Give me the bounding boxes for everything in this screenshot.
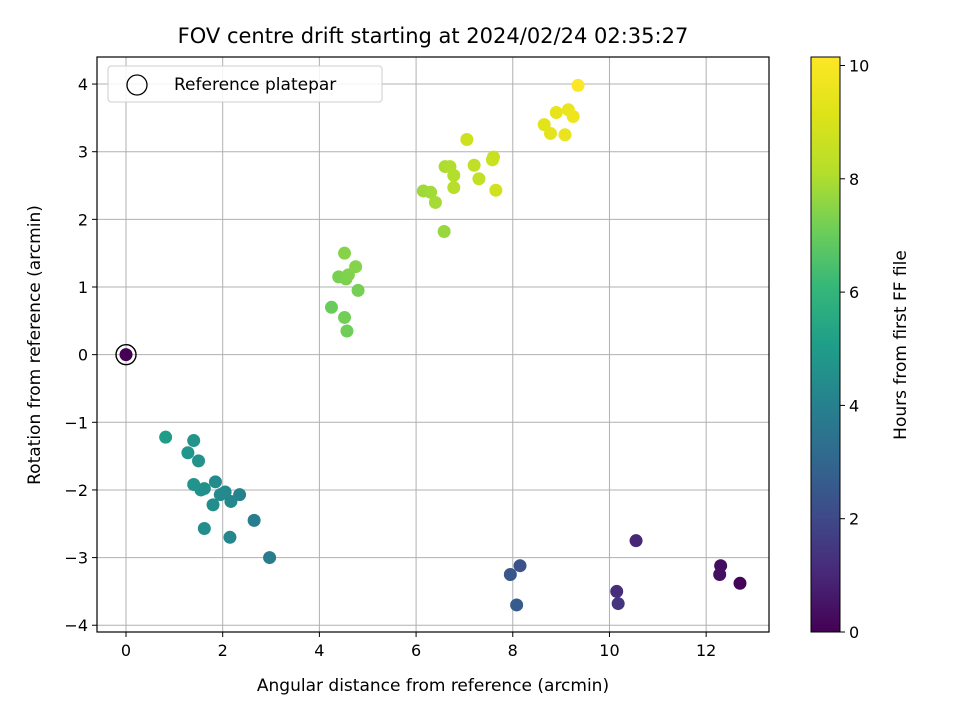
- data-point: [571, 78, 585, 92]
- x-tick-label: 0: [121, 641, 131, 660]
- plot-frame: [96, 56, 770, 633]
- colorbar-gradient: [810, 56, 841, 633]
- data-point: [733, 576, 747, 590]
- legend-label: Reference platepar: [174, 75, 336, 95]
- data-point: [338, 310, 352, 324]
- y-tick-label: 1: [78, 278, 88, 297]
- data-point: [206, 498, 220, 512]
- colorbar-tick-label: 8: [849, 170, 859, 189]
- colorbar-ticks: 0 2 4 6 8 10: [840, 56, 869, 642]
- data-point: [181, 446, 195, 460]
- data-point: [197, 522, 211, 535]
- data-point: [610, 584, 624, 598]
- grid-lines: [97, 57, 769, 632]
- y-tick-label: −4: [64, 616, 88, 635]
- data-point: [713, 568, 727, 581]
- y-tick-label: −1: [64, 413, 88, 432]
- colorbar-title: Hours from first FF file: [891, 250, 911, 440]
- data-point: [489, 183, 503, 197]
- data-point: [513, 559, 527, 573]
- data-point: [428, 195, 442, 209]
- data-point: [208, 475, 222, 489]
- data-point: [447, 181, 461, 195]
- data-point: [611, 597, 625, 611]
- x-tick-label: 8: [508, 641, 518, 660]
- x-tick-label: 12: [696, 641, 716, 660]
- data-point: [338, 246, 352, 260]
- data-point: [263, 551, 277, 565]
- colorbar-tick-label: 2: [849, 510, 859, 529]
- legend-box: [107, 65, 383, 103]
- x-axis-title: Angular distance from reference (arcmin): [257, 676, 609, 696]
- chart-title: FOV centre drift starting at 2024/02/24 …: [178, 24, 689, 48]
- data-point: [437, 225, 451, 239]
- x-tick-label: 4: [314, 641, 324, 660]
- data-point: [351, 283, 365, 297]
- colorbar-tick-label: 10: [849, 56, 869, 75]
- data-point: [629, 534, 643, 548]
- y-tick-label: 4: [78, 75, 88, 94]
- data-point: [224, 494, 238, 508]
- data-point: [503, 568, 517, 581]
- colorbar: 0 2 4 6 8 10 Hours from first FF file: [810, 56, 911, 642]
- data-point: [349, 260, 363, 274]
- data-point: [187, 434, 201, 448]
- data-point: [467, 158, 481, 172]
- y-tick-label: −2: [64, 481, 88, 500]
- y-axis-title: Rotation from reference (arcmin): [25, 205, 45, 485]
- data-point: [213, 488, 227, 502]
- data-point: [510, 598, 524, 612]
- data-points: [119, 78, 747, 612]
- data-point: [223, 530, 237, 544]
- data-point: [558, 128, 572, 142]
- y-axis-ticks: −4 −3 −2 −1 0 1 2 3 4: [64, 75, 97, 635]
- data-point: [543, 126, 557, 140]
- data-point: [119, 348, 133, 362]
- data-point: [159, 430, 173, 444]
- y-tick-label: −3: [64, 549, 88, 568]
- x-tick-label: 6: [411, 641, 421, 660]
- data-point: [549, 105, 563, 119]
- data-point: [324, 300, 338, 314]
- reference-circle: [115, 343, 137, 366]
- colorbar-tick-label: 6: [849, 283, 859, 302]
- colorbar-tick-label: 0: [849, 623, 859, 642]
- data-point: [192, 454, 206, 468]
- legend: Reference platepar: [107, 65, 383, 103]
- y-tick-label: 3: [78, 143, 88, 162]
- y-tick-label: 2: [78, 210, 88, 229]
- data-point: [340, 324, 354, 338]
- reference-marker: [115, 343, 137, 366]
- x-tick-label: 2: [218, 641, 228, 660]
- y-tick-label: 0: [78, 346, 88, 365]
- x-axis-ticks: 0 2 4 6 8 10 12: [121, 632, 716, 660]
- data-point: [447, 168, 461, 182]
- data-point: [472, 172, 486, 186]
- colorbar-tick-label: 4: [849, 396, 859, 415]
- data-point: [460, 133, 474, 147]
- data-point: [485, 153, 499, 167]
- data-point: [247, 513, 261, 527]
- x-tick-label: 10: [599, 641, 619, 660]
- data-point: [187, 478, 201, 492]
- legend-marker: [126, 74, 148, 96]
- data-point: [424, 185, 438, 199]
- data-point: [566, 110, 580, 124]
